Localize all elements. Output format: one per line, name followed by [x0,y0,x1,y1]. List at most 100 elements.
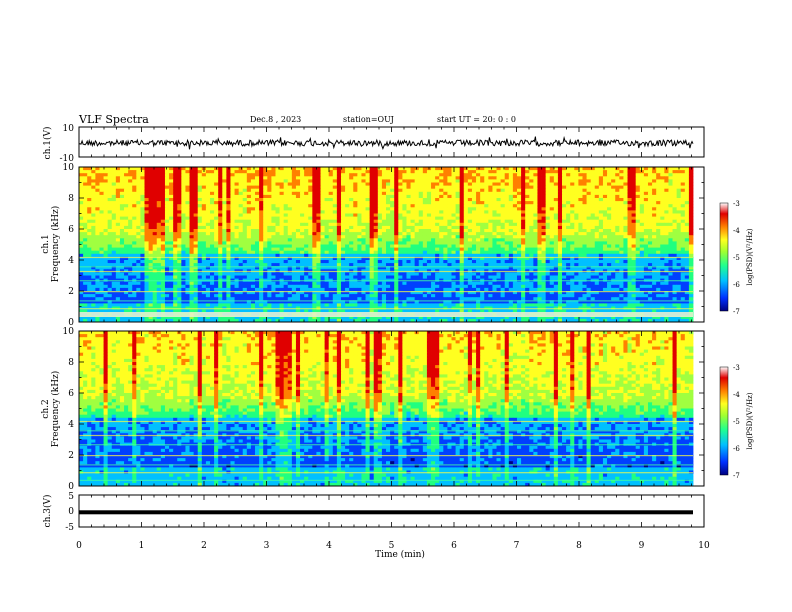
spectrogram-cell [501,192,505,196]
spectrogram-cell [644,251,648,255]
spectrogram-cell [263,201,267,205]
spectrogram-cell [112,241,116,245]
spectrogram-cell [284,170,288,174]
spectrogram-cell [513,214,517,218]
spectrogram-cell [525,254,529,257]
spectrogram-cell [280,179,284,183]
spectrogram-cell [525,189,529,193]
spectrogram-cell [337,223,341,227]
spectrogram-cell [353,179,357,183]
spectrogram-cell [292,232,296,236]
spectrogram-cell [243,248,247,252]
spectrogram-cell [288,241,292,245]
spectrogram-cell [370,179,374,183]
spectrogram-cell [607,217,611,221]
spectrogram-cell [226,232,230,236]
spectrogram-cell [177,204,181,208]
spectrogram-cell [476,248,480,252]
spectrogram-cell [677,186,681,190]
spectrogram-cell [222,186,226,190]
spectrogram-cell [673,198,677,202]
spectrogram-cell [345,226,349,230]
spectrogram-cell [198,254,202,257]
spectrogram-cell [685,204,689,208]
spectrogram-cell [640,223,644,227]
spectrogram-cell [591,220,595,224]
spectrogram-cell [128,176,132,180]
spectrogram-cell [505,207,509,211]
spectrogram-cell [505,176,509,180]
spectrogram-cell [161,263,165,267]
spectrogram-cell [255,183,259,187]
spectrogram-cell [554,179,558,183]
spectrogram-cell [550,248,554,252]
spectrogram-cell [329,217,333,221]
spectrogram-cell [128,238,132,242]
spectrogram-cell [632,214,636,218]
spectrogram-cell [550,186,554,190]
spectrogram-cell [419,176,423,180]
spectrogram-cell [456,220,460,224]
spectrogram-cell [292,241,296,245]
spectrogram-cell [427,226,431,230]
spectrogram-cell [521,192,525,196]
spectrogram-cell [206,263,210,267]
spectrogram-cell [210,217,214,221]
spectrogram-cell [562,192,566,196]
spectrogram-cell [628,263,632,267]
spectrogram-cell [259,195,263,199]
spectrogram-cell [325,189,329,193]
spectrogram-cell [104,251,108,255]
spectrogram-cell [353,198,357,202]
spectrogram-cell [149,214,153,218]
spectrogram-cell [411,254,415,257]
spectrogram-cell [636,186,640,190]
spectrogram-cell [439,232,443,236]
spectrogram-cell [312,186,316,190]
spectrogram-cell [640,241,644,245]
spectrogram-cell [267,207,271,211]
spectrogram-cell [128,226,132,230]
spectrogram-cell [480,235,484,239]
spectrogram-cell [472,176,476,180]
spectrogram-cell [497,189,501,193]
spectrogram-cell [202,226,206,230]
spectrogram-cell [488,229,492,233]
spectrogram-cell [243,204,247,208]
spectrogram-cell [394,179,398,183]
spectrogram-cell [284,210,288,214]
spectrogram-cell [619,198,623,202]
spectrogram-cell [497,210,501,214]
spectrogram-cell [230,183,234,187]
spectrogram-cell [411,241,415,245]
spectrogram-cell [689,207,693,211]
spectrogram-cell [308,207,312,211]
spectrogram-cell [415,179,419,183]
spectrogram-cell [108,235,112,239]
spectrogram-cell [243,183,247,187]
spectrogram-cell [112,217,116,221]
spectrogram-cell [267,192,271,196]
spectrogram-cell [394,167,398,171]
spectrogram-cell [165,260,169,264]
spectrogram-cell [497,251,501,255]
spectrogram-cell [263,229,267,233]
spectrogram-cell [472,220,476,224]
spectrogram-cell [83,260,87,264]
spectrogram-cell [501,183,505,187]
spectrogram-cell [128,186,132,190]
spectrogram-cell [79,235,83,239]
spectrogram-cell [116,238,120,242]
spectrogram-cell [386,173,390,177]
spectrogram-cell [275,214,279,218]
spectrogram-cell [153,232,157,236]
spectrogram-cell [140,248,144,252]
spectrogram-cell [382,248,386,252]
spectrogram-cell [685,223,689,227]
spectrogram-cell [390,232,394,236]
spectrogram-cell [210,176,214,180]
spectrogram-cell [660,195,664,199]
spectrogram-cell [341,189,345,193]
spectrogram-cell [566,201,570,205]
spectrogram-cell [108,204,112,208]
